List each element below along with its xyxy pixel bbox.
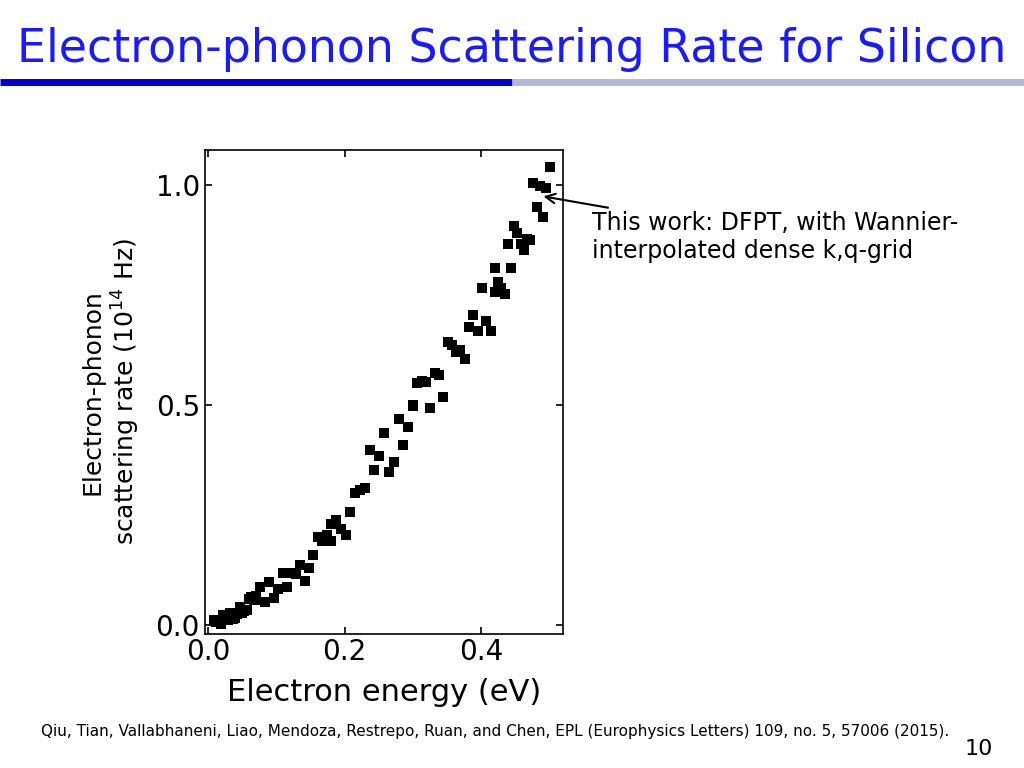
Text: This work: DFPT, with Wannier-
interpolated dense k,q-grid: This work: DFPT, with Wannier- interpola… (546, 194, 958, 263)
Point (220, 614, 237, 627)
Point (516, 244, 532, 257)
Point (535, 210, 551, 223)
Point (509, 227, 525, 240)
Point (208, 616, 224, 628)
Point (422, 402, 438, 414)
Point (494, 282, 510, 294)
Point (239, 604, 255, 616)
Point (222, 607, 239, 619)
Point (265, 591, 282, 604)
Point (231, 601, 248, 614)
Point (215, 609, 231, 621)
Point (206, 614, 222, 627)
Y-axis label: Electron-phonon
scattering rate ($10^{14}$ Hz): Electron-phonon scattering rate ($10^{14… (81, 238, 141, 545)
Point (539, 182, 555, 194)
Point (323, 518, 339, 531)
Point (431, 369, 447, 381)
Point (352, 484, 369, 496)
Point (318, 528, 335, 541)
Point (522, 234, 539, 247)
Point (528, 201, 545, 214)
Point (395, 439, 412, 452)
Point (542, 161, 558, 173)
Point (469, 325, 485, 337)
Point (284, 567, 300, 579)
Point (443, 339, 460, 352)
Point (418, 376, 434, 388)
Point (342, 505, 358, 518)
Point (497, 287, 513, 300)
Text: 10: 10 (965, 739, 993, 759)
Point (439, 336, 456, 348)
Point (328, 515, 344, 527)
Point (371, 450, 387, 462)
Point (531, 180, 548, 192)
Point (525, 177, 542, 190)
Point (435, 391, 452, 403)
Point (474, 282, 490, 294)
X-axis label: Electron energy (eV): Electron energy (eV) (227, 677, 541, 707)
Point (270, 583, 287, 595)
Point (367, 464, 383, 476)
Point (482, 325, 499, 337)
Point (390, 412, 407, 425)
Text: Qiu, Tian, Vallabhaneni, Liao, Mendoza, Restrepo, Ruan, and Chen, EPL (Europhysi: Qiu, Tian, Vallabhaneni, Liao, Mendoza, … (41, 723, 949, 739)
Point (347, 487, 364, 499)
Point (323, 535, 339, 548)
Point (248, 594, 264, 607)
Point (414, 375, 430, 387)
Point (314, 535, 331, 548)
Point (248, 590, 264, 602)
Point (465, 310, 481, 322)
Point (243, 591, 259, 604)
Point (512, 238, 528, 250)
Point (356, 482, 373, 495)
Point (461, 321, 477, 333)
Point (404, 399, 421, 411)
Point (246, 594, 262, 606)
Point (309, 531, 326, 544)
Point (337, 529, 353, 541)
Point (333, 523, 349, 535)
Point (292, 559, 308, 571)
Point (241, 593, 257, 605)
Point (381, 466, 397, 478)
Point (457, 353, 473, 366)
Point (453, 343, 469, 356)
Point (386, 456, 402, 468)
Text: Electron-phonon Scattering Rate for Silicon: Electron-phonon Scattering Rate for Sili… (17, 28, 1007, 72)
Point (447, 346, 464, 358)
Point (274, 567, 291, 579)
Point (229, 608, 246, 621)
Point (376, 426, 392, 439)
Point (279, 581, 295, 594)
Point (500, 237, 516, 250)
Point (226, 611, 243, 624)
Point (486, 286, 503, 299)
Point (252, 581, 268, 593)
Point (301, 562, 317, 574)
Point (519, 233, 536, 245)
Point (486, 262, 503, 274)
Point (400, 421, 417, 433)
Point (237, 605, 253, 617)
Point (404, 400, 421, 412)
Point (257, 596, 273, 608)
Point (233, 607, 250, 620)
Point (426, 367, 442, 379)
Point (288, 568, 304, 581)
Point (261, 576, 278, 588)
Point (503, 262, 519, 274)
Point (506, 220, 522, 232)
Point (478, 314, 495, 326)
Point (489, 276, 506, 289)
Point (296, 574, 312, 587)
Point (410, 377, 426, 389)
Point (305, 549, 322, 561)
Point (213, 617, 229, 630)
Point (361, 444, 378, 456)
Point (224, 614, 241, 626)
